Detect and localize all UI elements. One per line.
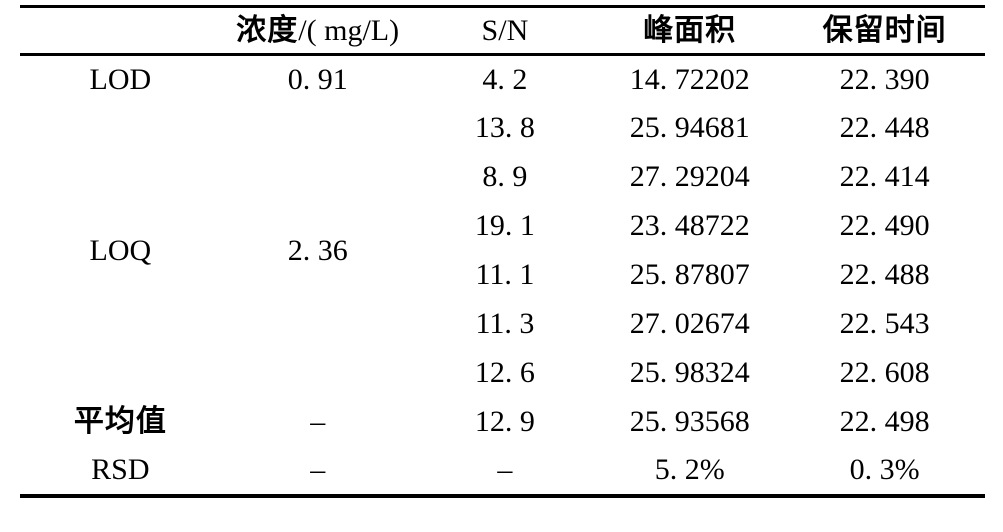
cell-sn: 11. 3 [475, 307, 535, 340]
cell-peak-area: 25. 93568 [629, 405, 750, 438]
col-header-concentration: 浓度/( mg/L) [221, 7, 415, 55]
header-row: 浓度/( mg/L) S/N 峰面积 保留时间 [20, 7, 985, 55]
lod-loq-results-table: 浓度/( mg/L) S/N 峰面积 保留时间 LOD 0. 91 4. 2 1… [20, 5, 985, 498]
cell-peak-area: 25. 98324 [629, 356, 750, 389]
cell-sn: 12. 6 [474, 356, 535, 389]
cell-retention-time: 22. 608 [839, 356, 930, 389]
cell-sn: 13. 8 [474, 111, 535, 144]
cell-sn: 11. 1 [475, 258, 535, 291]
row-loq-1: LOQ 2. 36 13. 8 25. 94681 22. 448 [20, 104, 985, 266]
col-header-peak-area: 峰面积 [643, 13, 737, 47]
row-mean: 平均值 – 12. 9 25. 93568 22. 498 [20, 398, 985, 447]
cell-peak-area: 23. 48722 [629, 209, 750, 242]
cell-peak-area: 27. 29204 [629, 160, 750, 193]
cell-rsd-concentration: – [310, 453, 326, 486]
cell-sn: 8. 9 [482, 160, 528, 193]
cell-sn: 12. 9 [474, 405, 535, 438]
row-loq-5: 11. 3 27. 02674 22. 543 [20, 300, 985, 349]
cell-rsd-retention-time: 0. 3% [849, 453, 920, 486]
cell-sn: 4. 2 [482, 62, 528, 96]
col-header-sn: S/N [481, 13, 529, 47]
cell-lod-concentration: 0. 91 [287, 62, 348, 96]
cell-peak-area: 25. 87807 [629, 258, 750, 291]
cell-retention-time: 22. 498 [839, 405, 930, 438]
cell-retention-time: 22. 448 [839, 111, 930, 144]
cell-retention-time: 22. 390 [839, 62, 930, 96]
cell-mean-label: 平均值 [73, 405, 167, 438]
table-header: 浓度/( mg/L) S/N 峰面积 保留时间 [20, 7, 985, 55]
cell-retention-time: 22. 543 [839, 307, 930, 340]
cell-loq-label: LOQ [89, 233, 152, 267]
col-header-row-label [20, 7, 221, 55]
row-lod: LOD 0. 91 4. 2 14. 72202 22. 390 [20, 55, 985, 104]
cell-peak-area: 27. 02674 [629, 307, 750, 340]
cell-loq-concentration: 2. 36 [287, 233, 348, 267]
cell-lod-label: LOD [89, 62, 152, 96]
col-header-concentration-cn: 浓度 [236, 13, 299, 47]
row-loq-3: 19. 1 23. 48722 22. 490 [20, 202, 985, 251]
col-header-concentration-unit: /( mg/L) [298, 13, 400, 47]
cell-mean-concentration: – [310, 405, 326, 438]
cell-rsd-peak-area: 5. 2% [654, 453, 725, 486]
col-header-retention-time: 保留时间 [822, 13, 947, 47]
table-body: LOD 0. 91 4. 2 14. 72202 22. 390 LOQ 2. … [20, 55, 985, 496]
cell-retention-time: 22. 490 [839, 209, 930, 242]
row-rsd: RSD – – 5. 2% 0. 3% [20, 447, 985, 496]
cell-peak-area: 25. 94681 [629, 111, 750, 144]
cell-rsd-sn: – [497, 453, 513, 486]
cell-sn: 19. 1 [474, 209, 535, 242]
cell-retention-time: 22. 488 [839, 258, 930, 291]
cell-retention-time: 22. 414 [839, 160, 930, 193]
row-loq-6: 12. 6 25. 98324 22. 608 [20, 349, 985, 398]
cell-peak-area: 14. 72202 [629, 62, 750, 96]
row-loq-2: 8. 9 27. 29204 22. 414 [20, 153, 985, 202]
cell-rsd-label: RSD [91, 453, 150, 486]
row-loq-4: 11. 1 25. 87807 22. 488 [20, 251, 985, 300]
